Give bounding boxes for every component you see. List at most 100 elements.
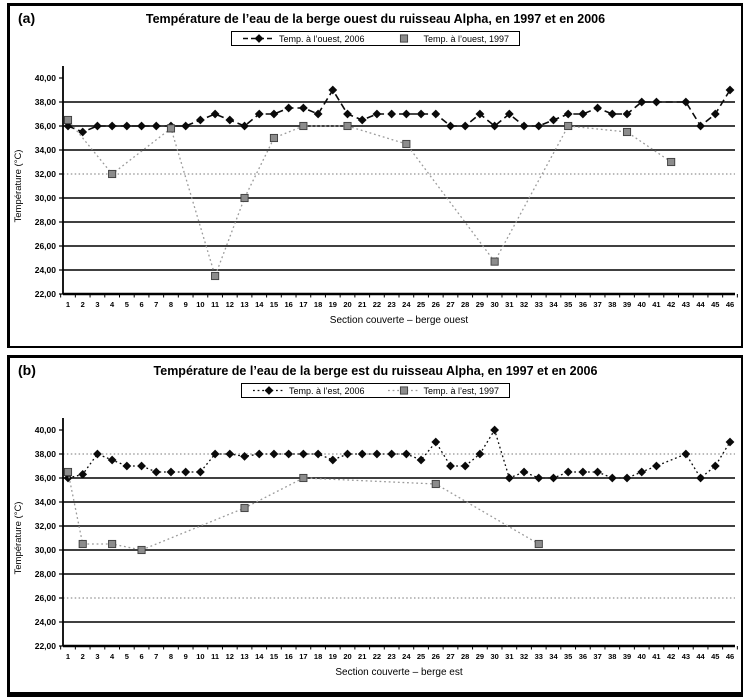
temp-ouest-2006-point — [725, 85, 735, 95]
temp-ouest-2006-legend-sample — [242, 34, 275, 44]
x-tick-label: 12 — [226, 652, 234, 661]
temp-est-2006-point — [151, 467, 161, 477]
temp-est-1997-legend-item: Temp. à l’est, 1997 — [387, 385, 500, 396]
temp-ouest-2006-point — [387, 109, 397, 119]
y-tick-label: 28,00 — [35, 569, 57, 579]
x-tick-label: 27 — [446, 300, 454, 309]
temp-ouest-2006-point — [696, 121, 705, 131]
y-tick-label: 36,00 — [35, 121, 57, 131]
temp-ouest-2006-point — [446, 121, 455, 131]
temp-ouest-2006-point — [681, 97, 691, 107]
x-tick-label: 10 — [196, 652, 204, 661]
y-axis-title: Température (°C) — [13, 502, 24, 575]
temp-ouest-2006-point — [578, 109, 588, 119]
temp-ouest-2006-point — [196, 115, 205, 125]
x-tick-label: 26 — [432, 300, 440, 309]
temp-ouest-2006-legend-item: Temp. à l’ouest, 2006 — [242, 33, 365, 44]
temp-ouest-2006-point — [652, 97, 661, 107]
y-tick-label: 30,00 — [35, 193, 57, 203]
x-tick-label: 45 — [711, 300, 719, 309]
x-tick-label: 38 — [608, 300, 616, 309]
x-tick-label: 1 — [66, 652, 70, 661]
temp-ouest-2006-point — [93, 121, 102, 131]
temp-est-2006-point — [387, 449, 397, 459]
x-tick-label: 37 — [593, 652, 601, 661]
x-tick-label: 42 — [667, 652, 675, 661]
x-tick-label: 2 — [81, 652, 85, 661]
x-tick-label: 41 — [652, 652, 660, 661]
temp-est-2006-point — [298, 449, 308, 459]
temp-est-1997-point — [534, 540, 543, 549]
y-tick-label: 32,00 — [35, 521, 57, 531]
temp-ouest-1997-point — [402, 140, 411, 149]
x-tick-label: 35 — [564, 300, 572, 309]
y-tick-label: 26,00 — [35, 593, 57, 603]
temp-est-2006-point — [122, 461, 132, 471]
temp-est-2006-point — [460, 461, 470, 471]
temp-ouest-2006-point — [431, 109, 441, 119]
x-tick-label: 28 — [461, 300, 469, 309]
y-tick-label: 22,00 — [35, 641, 57, 651]
y-tick-label: 24,00 — [35, 265, 57, 275]
x-tick-label: 11 — [211, 300, 219, 309]
x-tick-label: 20 — [343, 652, 351, 661]
temp-est-2006-point — [622, 473, 632, 483]
x-tick-label: 19 — [329, 652, 337, 661]
temp-ouest-2006-point — [622, 109, 632, 119]
x-tick-label: 30 — [490, 300, 498, 309]
x-tick-label: 39 — [623, 652, 631, 661]
temp-ouest-2006-point — [534, 121, 544, 131]
x-tick-label: 4 — [110, 652, 115, 661]
temp-est-1997-point — [137, 546, 146, 555]
temp-ouest-2006-point — [298, 103, 308, 113]
x-tick-label: 40 — [638, 652, 646, 661]
panel-b: (b) Température de l’eau de la berge est… — [7, 355, 743, 697]
x-tick-label: 23 — [387, 300, 395, 309]
x-tick-label: 21 — [358, 300, 366, 309]
temp-ouest-2006-point — [284, 103, 294, 113]
x-tick-label: 24 — [402, 652, 411, 661]
temp-est-1997-point — [108, 540, 117, 549]
temp-ouest-2006-point — [710, 109, 720, 119]
temp-est-2006-point — [431, 437, 441, 447]
x-tick-label: 22 — [373, 300, 381, 309]
temp-ouest-2006-point — [401, 109, 411, 119]
x-tick-label: 29 — [476, 652, 484, 661]
x-tick-label: 44 — [696, 652, 705, 661]
y-tick-label: 40,00 — [35, 73, 57, 83]
temp-ouest-2006-point — [637, 97, 647, 107]
x-tick-label: 34 — [549, 300, 558, 309]
x-tick-label: 25 — [417, 300, 425, 309]
temp-ouest-1997-point — [269, 134, 279, 143]
x-tick-label: 15 — [270, 300, 278, 309]
temp-ouest-2006-point — [240, 121, 249, 131]
x-tick-label: 16 — [284, 300, 292, 309]
x-tick-label: 43 — [682, 652, 690, 661]
temp-ouest-1997-point — [622, 128, 632, 137]
x-tick-label: 39 — [623, 300, 631, 309]
y-tick-label: 24,00 — [35, 617, 57, 627]
temp-est-2006-point — [107, 455, 117, 465]
x-tick-label: 10 — [196, 300, 204, 309]
temp-est-2006-point — [504, 473, 514, 483]
temp-ouest-2006-point — [593, 103, 602, 113]
x-tick-label: 7 — [154, 300, 158, 309]
temp-est-2006-legend-sample — [252, 386, 285, 396]
x-tick-label: 46 — [726, 652, 734, 661]
temp-est-1997-legend-label: Temp. à l’est, 1997 — [423, 385, 500, 396]
panel-a-label: (a) — [18, 10, 36, 26]
temp-est-1997-line — [67, 472, 540, 552]
temp-est-2006-point — [446, 461, 455, 471]
temp-est-2006-point — [93, 449, 102, 459]
temp-ouest-2006-point — [107, 121, 117, 131]
x-tick-label: 13 — [240, 652, 248, 661]
temp-est-2006-point — [563, 467, 573, 477]
x-tick-label: 9 — [184, 652, 188, 661]
temp-est-1997-point — [240, 504, 249, 513]
temp-ouest-1997-legend-sample — [399, 34, 408, 43]
chart-b-canvas: 40,00 38,00 36,00 34,00 32,00 30,00 28,00 26,00… — [13, 418, 738, 678]
x-axis-title: Section couverte – berge est — [335, 667, 463, 678]
temp-ouest-2006-point — [181, 121, 191, 131]
x-tick-label: 31 — [505, 652, 513, 661]
x-tick-label: 21 — [358, 652, 366, 661]
